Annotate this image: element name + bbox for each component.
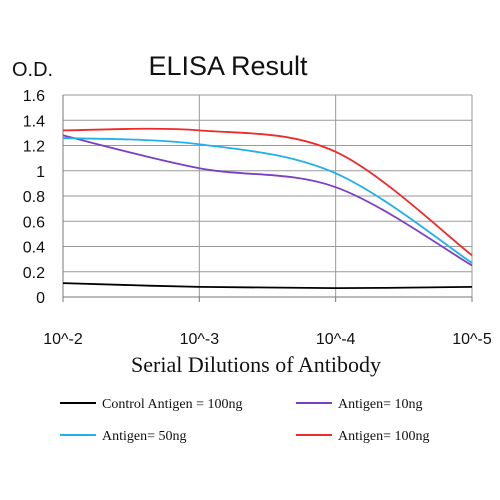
legend-label: Antigen= 10ng [338, 397, 423, 412]
y-tick-label: 0.6 [23, 214, 45, 231]
y-tick-label: 0.8 [23, 189, 45, 206]
legend-label: Control Antigen = 100ng [102, 397, 243, 412]
series-line-control-antigen-100ng [62, 282, 473, 290]
legend-entry: Antigen= 100ng [296, 429, 430, 444]
x-tick-label: 10^-2 [43, 331, 83, 348]
chart-title: ELISA Result [148, 51, 308, 81]
axes [62, 95, 473, 302]
y-tick-label: 1 [36, 164, 45, 181]
series-lines [62, 127, 473, 290]
y-tick-labels: 0 0.2 0.4 0.6 0.8 1 1.2 1.4 1.6 [23, 88, 45, 307]
x-tick-label: 10^-3 [180, 331, 220, 348]
series-line-antigen-10ng [62, 134, 473, 267]
y-tick-label: 0.2 [23, 265, 45, 282]
legend-label: Antigen= 100ng [338, 429, 430, 444]
x-tick-label: 10^-4 [316, 331, 356, 348]
legend-entry: Antigen= 10ng [296, 397, 423, 412]
y-tick-label: 1.2 [23, 139, 45, 156]
legend: Control Antigen = 100ng Antigen= 10ng Anti… [60, 397, 430, 444]
y-tick-label: 0.4 [23, 240, 45, 257]
legend-entry: Antigen= 50ng [60, 429, 187, 444]
y-axis-label: O.D. [12, 59, 53, 81]
x-tick-label: 10^-5 [452, 331, 492, 348]
y-tick-label: 0 [36, 290, 45, 307]
x-axis-label: Serial Dilutions of Antibody [131, 352, 381, 377]
y-tick-label: 1.4 [23, 113, 45, 130]
x-tick-labels: 10^-2 10^-3 10^-4 10^-5 [43, 331, 492, 348]
series-line-antigen-50ng [62, 137, 473, 264]
y-tick-label: 1.6 [23, 88, 45, 105]
gridlines [62, 94, 473, 298]
legend-label: Antigen= 50ng [102, 429, 187, 444]
series-line-antigen-100ng [62, 127, 473, 257]
legend-entry: Control Antigen = 100ng [60, 397, 243, 412]
